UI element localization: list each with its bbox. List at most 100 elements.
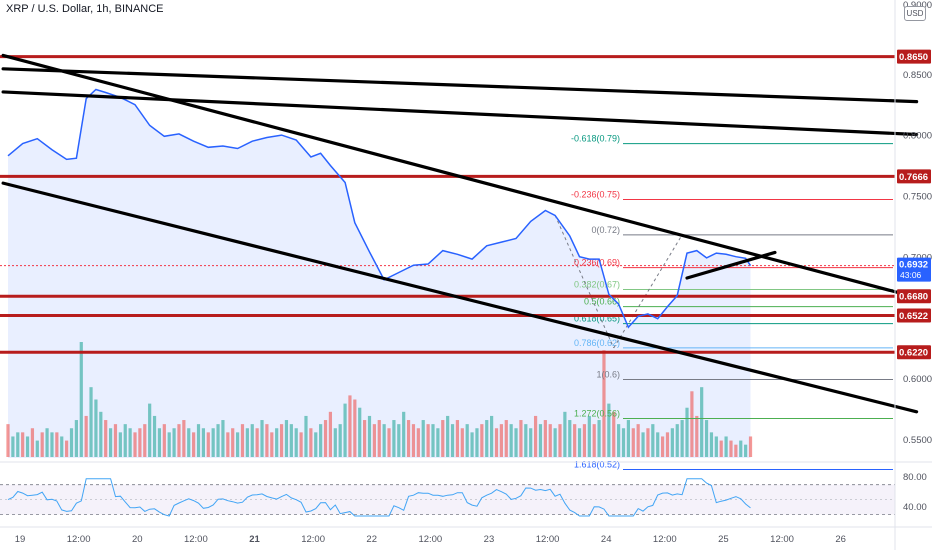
volume-bar bbox=[675, 424, 679, 457]
volume-bar bbox=[45, 428, 49, 457]
volume-bar bbox=[177, 424, 181, 457]
price-axis-label: 0.7500 bbox=[903, 192, 932, 203]
level-price-tag[interactable]: 0.6220 bbox=[897, 345, 931, 360]
volume-bar bbox=[719, 440, 723, 457]
fib-trend-line bbox=[554, 215, 615, 349]
volume-bar bbox=[704, 420, 709, 457]
volume-bar bbox=[626, 420, 630, 457]
volume-bar bbox=[338, 424, 342, 457]
volume-bar bbox=[372, 424, 376, 457]
fib-level-label: 1(0.6) bbox=[596, 370, 620, 380]
volume-bar bbox=[450, 424, 455, 457]
volume-bar bbox=[65, 440, 69, 457]
volume-bar bbox=[16, 432, 20, 457]
volume-bar bbox=[50, 432, 54, 457]
volume-bar bbox=[660, 436, 665, 457]
rsi-line[interactable] bbox=[7, 478, 751, 517]
volume-bar bbox=[30, 428, 35, 457]
volume-bar bbox=[167, 432, 171, 457]
volume-bar bbox=[685, 407, 689, 457]
trend-line[interactable] bbox=[1, 67, 919, 104]
bar-countdown: 43:06 bbox=[900, 270, 922, 280]
volume-bar bbox=[148, 403, 152, 457]
time-axis-label: 22 bbox=[366, 534, 377, 545]
volume-bar bbox=[79, 342, 83, 457]
level-price-tag[interactable]: 0.7666 bbox=[897, 169, 931, 184]
volume-bar bbox=[641, 432, 645, 457]
volume-bar bbox=[182, 420, 186, 457]
volume-bar bbox=[509, 424, 513, 457]
level-price-tag[interactable]: 0.6522 bbox=[897, 308, 931, 323]
fib-level-label: 0.786(0.62) bbox=[574, 338, 620, 348]
volume-bar bbox=[250, 424, 254, 457]
volume-bar bbox=[714, 436, 718, 457]
trend-line[interactable] bbox=[685, 250, 777, 280]
volume-bar bbox=[216, 424, 220, 457]
volume-bar bbox=[612, 411, 616, 457]
volume-bar bbox=[597, 420, 601, 457]
volume-bar bbox=[74, 420, 78, 457]
volume-bar bbox=[538, 424, 543, 457]
fib-level-label: 0.5(0.66) bbox=[584, 297, 620, 307]
volume-bar bbox=[411, 424, 416, 457]
level-price-tag-text: 0.6220 bbox=[899, 348, 928, 359]
volume-bar bbox=[245, 428, 249, 457]
currency-badge[interactable]: USD bbox=[904, 6, 926, 21]
volume-bar bbox=[558, 424, 562, 457]
volume-bar bbox=[323, 420, 328, 457]
price-axis-label: 0.5500 bbox=[903, 435, 932, 446]
volume-bar bbox=[392, 420, 396, 457]
time-axis-label: 19 bbox=[15, 534, 26, 545]
level-price-tag-bg bbox=[897, 289, 931, 304]
volume-bar bbox=[636, 424, 640, 457]
trend-line[interactable] bbox=[1, 181, 919, 414]
level-price-tag-bg bbox=[897, 345, 931, 360]
volume-bar bbox=[69, 428, 74, 457]
level-price-tag[interactable]: 0.8650 bbox=[897, 49, 931, 64]
volume-bar bbox=[465, 424, 469, 457]
volume-bar bbox=[284, 420, 289, 457]
fib-level-label: 0.618(0.65) bbox=[574, 314, 620, 324]
volume-bar bbox=[397, 424, 401, 457]
volume-bar bbox=[700, 387, 704, 457]
volume-bar bbox=[240, 424, 245, 457]
volume-bar bbox=[617, 424, 621, 457]
volume-bar bbox=[201, 428, 205, 457]
volume-bar bbox=[646, 428, 650, 457]
volume-bar bbox=[724, 436, 728, 457]
volume-bar bbox=[480, 424, 484, 457]
volume-bar bbox=[84, 415, 88, 457]
volume-bar bbox=[739, 440, 743, 457]
volume-bar bbox=[60, 436, 64, 457]
volume-bar bbox=[446, 415, 450, 457]
trend-line[interactable] bbox=[1, 90, 919, 137]
price-line[interactable] bbox=[7, 88, 752, 329]
volume-bar bbox=[196, 424, 201, 457]
volume-bar bbox=[490, 415, 494, 457]
fib-level-label: 1.618(0.52) bbox=[574, 460, 620, 470]
volume-bar bbox=[377, 420, 381, 457]
level-price-tag-text: 0.7666 bbox=[899, 172, 928, 183]
volume-bar bbox=[231, 428, 235, 457]
volume-bar bbox=[11, 436, 15, 457]
volume-bar bbox=[592, 424, 596, 457]
volume-bar bbox=[260, 420, 264, 457]
volume-bar bbox=[441, 420, 445, 457]
volume-bar bbox=[279, 424, 284, 457]
volume-bar bbox=[255, 428, 259, 457]
time-axis-label: 12:00 bbox=[184, 534, 208, 545]
volume-bar bbox=[631, 428, 635, 457]
volume-bar bbox=[94, 399, 98, 457]
level-price-tag[interactable]: 0.6680 bbox=[897, 289, 931, 304]
volume-bar bbox=[460, 428, 464, 457]
volume-bar bbox=[123, 424, 127, 457]
volume-bar bbox=[133, 432, 137, 457]
last-price-value: 0.6932 bbox=[899, 260, 928, 271]
volume-bar bbox=[426, 424, 430, 457]
fib-level-label: 0.382(0.67) bbox=[574, 280, 620, 290]
volume-bar bbox=[387, 428, 391, 457]
chart-title: XRP / U.S. Dollar, 1h, BINANCE bbox=[6, 3, 164, 15]
